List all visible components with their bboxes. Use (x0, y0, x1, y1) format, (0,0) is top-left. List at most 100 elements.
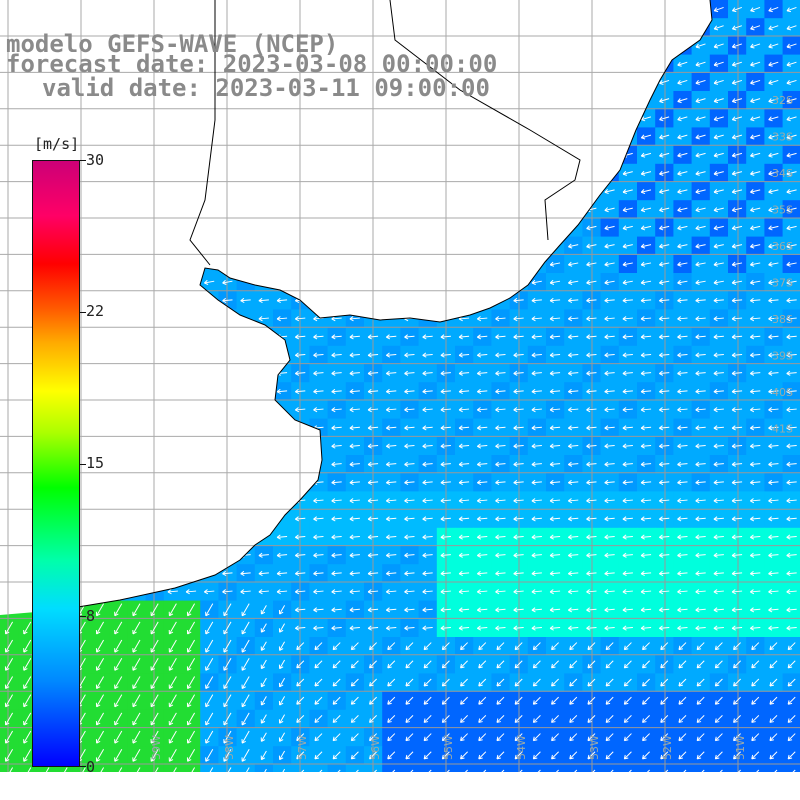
wind-arrow (514, 678, 523, 687)
wind-arrow (695, 407, 706, 413)
wind-arrow (786, 443, 797, 449)
wind-arrow (678, 696, 687, 705)
wind-arrow (387, 678, 396, 687)
wind-arrow (714, 751, 723, 760)
wind-arrow (495, 589, 506, 595)
wind-arrow (531, 334, 542, 340)
wind-arrow (750, 6, 761, 13)
lon-label: 55W (442, 735, 455, 760)
wind-arrow (531, 297, 542, 304)
wind-arrow (495, 461, 506, 467)
lat-lon-grid (0, 0, 800, 772)
wind-arrow (695, 225, 706, 231)
wind-arrow (622, 261, 633, 267)
wind-arrow (695, 425, 706, 431)
wind-arrow (240, 552, 251, 558)
wind-arrow (660, 733, 669, 742)
wind-arrow (349, 370, 360, 376)
wind-arrow (513, 443, 524, 449)
wind-arrow (222, 589, 233, 595)
wind-arrow (713, 6, 724, 13)
wind-arrow (733, 733, 741, 742)
wind-arrow (132, 748, 141, 762)
wind-arrow (331, 570, 342, 577)
wind-arrow (240, 297, 251, 304)
wind-arrow (313, 607, 324, 613)
wind-arrow (367, 498, 379, 504)
wind-arrow (240, 589, 251, 595)
wind-arrow (549, 297, 561, 304)
wind-arrow (640, 407, 652, 413)
wind-arrow (241, 712, 250, 726)
wind-arrow (276, 552, 288, 558)
wind-arrow (495, 552, 506, 558)
wind-arrow (95, 676, 105, 690)
wind-arrow (660, 642, 669, 651)
lon-label: 59W (150, 735, 163, 760)
wind-arrow (350, 733, 359, 742)
wind-arrow (369, 733, 377, 742)
wind-arrow (714, 660, 723, 669)
wind-arrow (477, 589, 488, 595)
wind-arrow (750, 625, 761, 631)
wind-arrow (331, 334, 342, 340)
wind-arrow (422, 607, 433, 613)
wind-arrow (622, 461, 633, 467)
wind-arrow (405, 751, 414, 760)
wind-arrow (513, 334, 524, 340)
wind-arrow (349, 589, 360, 595)
wind-arrow (786, 625, 797, 631)
wind-arrow (532, 642, 541, 651)
wind-arrow (422, 570, 433, 577)
wind-arrow (458, 388, 470, 395)
wind-arrow (659, 79, 670, 85)
wind-arrow (276, 570, 288, 577)
wind-arrow (349, 625, 360, 631)
wind-arrow (750, 225, 761, 231)
wind-arrow (731, 6, 742, 13)
wind-arrow (331, 498, 342, 504)
wind-arrow (477, 534, 488, 540)
wind-arrow (750, 388, 761, 395)
wind-arrow (95, 603, 105, 617)
wind-arrow (314, 715, 323, 723)
wind-arrow (713, 189, 724, 195)
wind-arrow (731, 243, 743, 249)
wind-arrow (260, 714, 267, 724)
wind-arrow (350, 678, 359, 687)
wind-arrow (295, 625, 306, 631)
wind-arrow (640, 552, 652, 558)
wind-arrow (205, 676, 214, 690)
wind-arrow (586, 370, 597, 376)
wind-arrow (786, 43, 797, 49)
wind-arrow (114, 694, 123, 708)
wind-arrow (569, 678, 578, 687)
wind-arrow (731, 388, 743, 395)
wind-arrow (604, 407, 615, 413)
wind-arrow (714, 642, 723, 651)
wind-arrow (386, 370, 397, 376)
wind-arrow (622, 570, 633, 577)
wind-arrow (695, 589, 706, 595)
wind-arrow (440, 352, 451, 358)
wind-arrow (387, 642, 396, 651)
wind-arrow (4, 621, 14, 635)
wind-arrow (731, 552, 743, 558)
wind-arrow (768, 498, 779, 504)
wind-arrow (460, 678, 468, 687)
wind-arrow (622, 388, 633, 395)
lat-label: 37S (772, 277, 793, 290)
wind-arrow (314, 678, 323, 687)
wind-arrow (659, 516, 670, 522)
lon-label: 56W (369, 735, 382, 760)
wind-arrow (768, 425, 779, 431)
wind-arrow (404, 352, 415, 358)
wind-arrow (349, 552, 360, 558)
wind-arrow (387, 696, 396, 705)
wind-arrow (313, 388, 324, 395)
wind-arrow (696, 733, 705, 742)
wind-arrow (295, 607, 306, 613)
wind-arrow (696, 678, 705, 687)
wind-arrow (750, 207, 761, 213)
wind-arrow (441, 751, 450, 760)
